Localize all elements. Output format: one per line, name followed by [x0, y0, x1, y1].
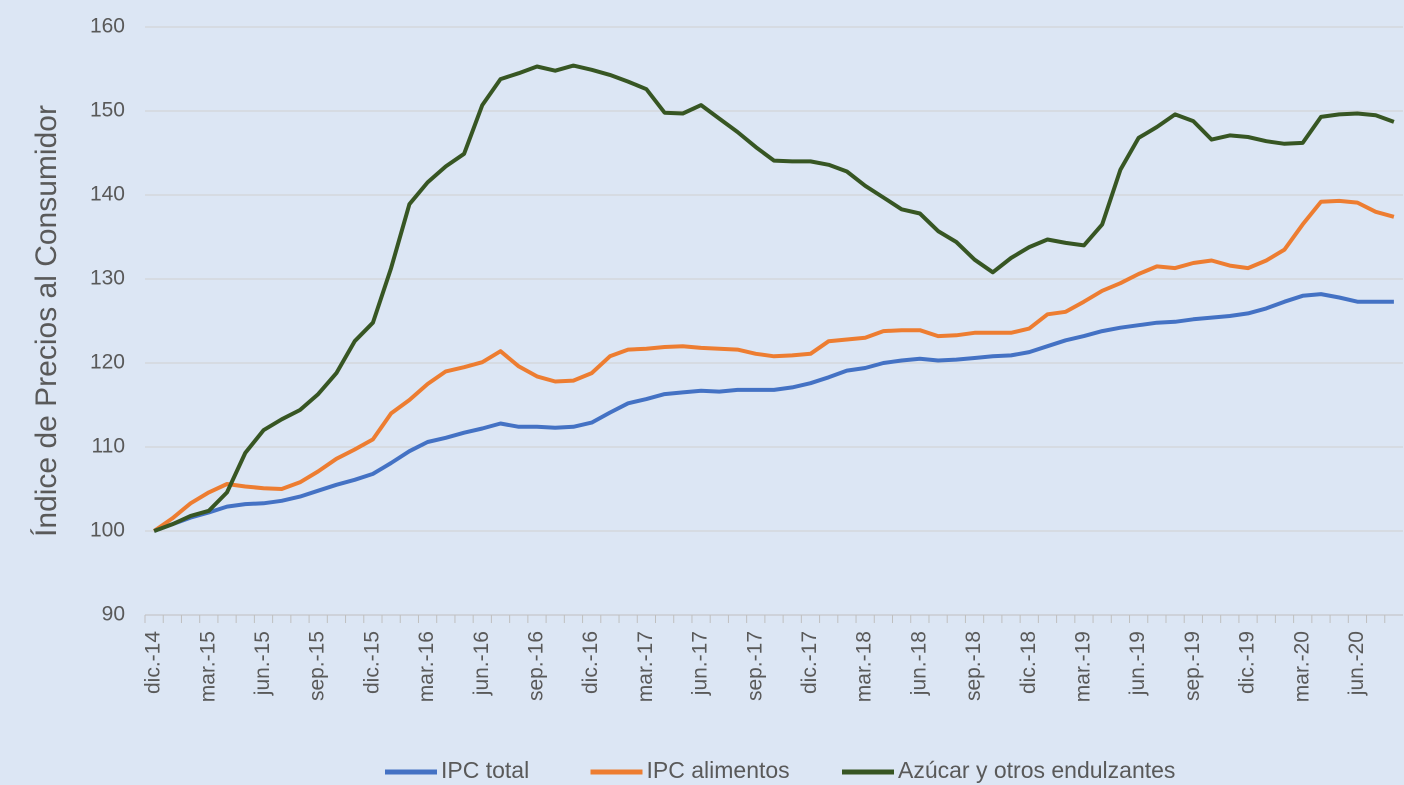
x-tick-label: mar.-20 — [1290, 631, 1313, 702]
x-tick-label: sep.-18 — [962, 631, 985, 701]
x-tick-label: jun.-15 — [251, 631, 274, 696]
series-line — [153, 63, 1395, 533]
y-tick-label: 100 — [90, 519, 125, 542]
x-tick-label: mar.-19 — [1071, 631, 1094, 702]
legend-label: Azúcar y otros endulzantes — [898, 757, 1175, 783]
x-tick-label: sep.-16 — [525, 631, 548, 701]
series-line — [152, 198, 1395, 533]
y-tick-label: 110 — [92, 435, 125, 458]
y-tick-label: 160 — [90, 15, 125, 38]
x-tick-label: jun.-20 — [1345, 631, 1368, 696]
x-tick-label: dic.-16 — [579, 631, 602, 694]
y-tick-label: 150 — [90, 99, 125, 122]
legend-label: IPC total — [441, 757, 529, 783]
legend-label: IPC alimentos — [647, 757, 790, 783]
y-tick-label: 140 — [90, 183, 125, 206]
x-tick-label: mar.-16 — [415, 631, 438, 702]
x-tick-label: jun.-18 — [907, 631, 930, 696]
x-tick-label: dic.-18 — [1017, 631, 1040, 694]
y-tick-label: 130 — [90, 267, 125, 290]
y-tick-label: 90 — [102, 603, 125, 626]
y-tick-label: 120 — [90, 351, 125, 374]
x-tick-label: dic.-19 — [1236, 631, 1259, 694]
x-tick-label: mar.-17 — [634, 631, 657, 702]
x-tick-label: mar.-18 — [853, 631, 876, 702]
x-tick-label: dic.-15 — [360, 631, 383, 694]
x-tick-label: dic.-17 — [798, 631, 821, 694]
y-axis-title: Índice de Precios al Consumidor — [30, 105, 63, 537]
series-line — [153, 292, 1394, 533]
x-tick-label: jun.-17 — [689, 631, 712, 696]
x-tick-label: sep.-17 — [743, 631, 766, 701]
x-tick-label: dic.-14 — [142, 631, 165, 694]
x-tick-label: mar.-15 — [196, 631, 219, 702]
x-tick-label: jun.-16 — [470, 631, 493, 696]
x-tick-label: sep.-15 — [306, 631, 329, 701]
x-tick-label: jun.-19 — [1126, 631, 1149, 696]
x-tick-label: sep.-19 — [1181, 631, 1204, 701]
